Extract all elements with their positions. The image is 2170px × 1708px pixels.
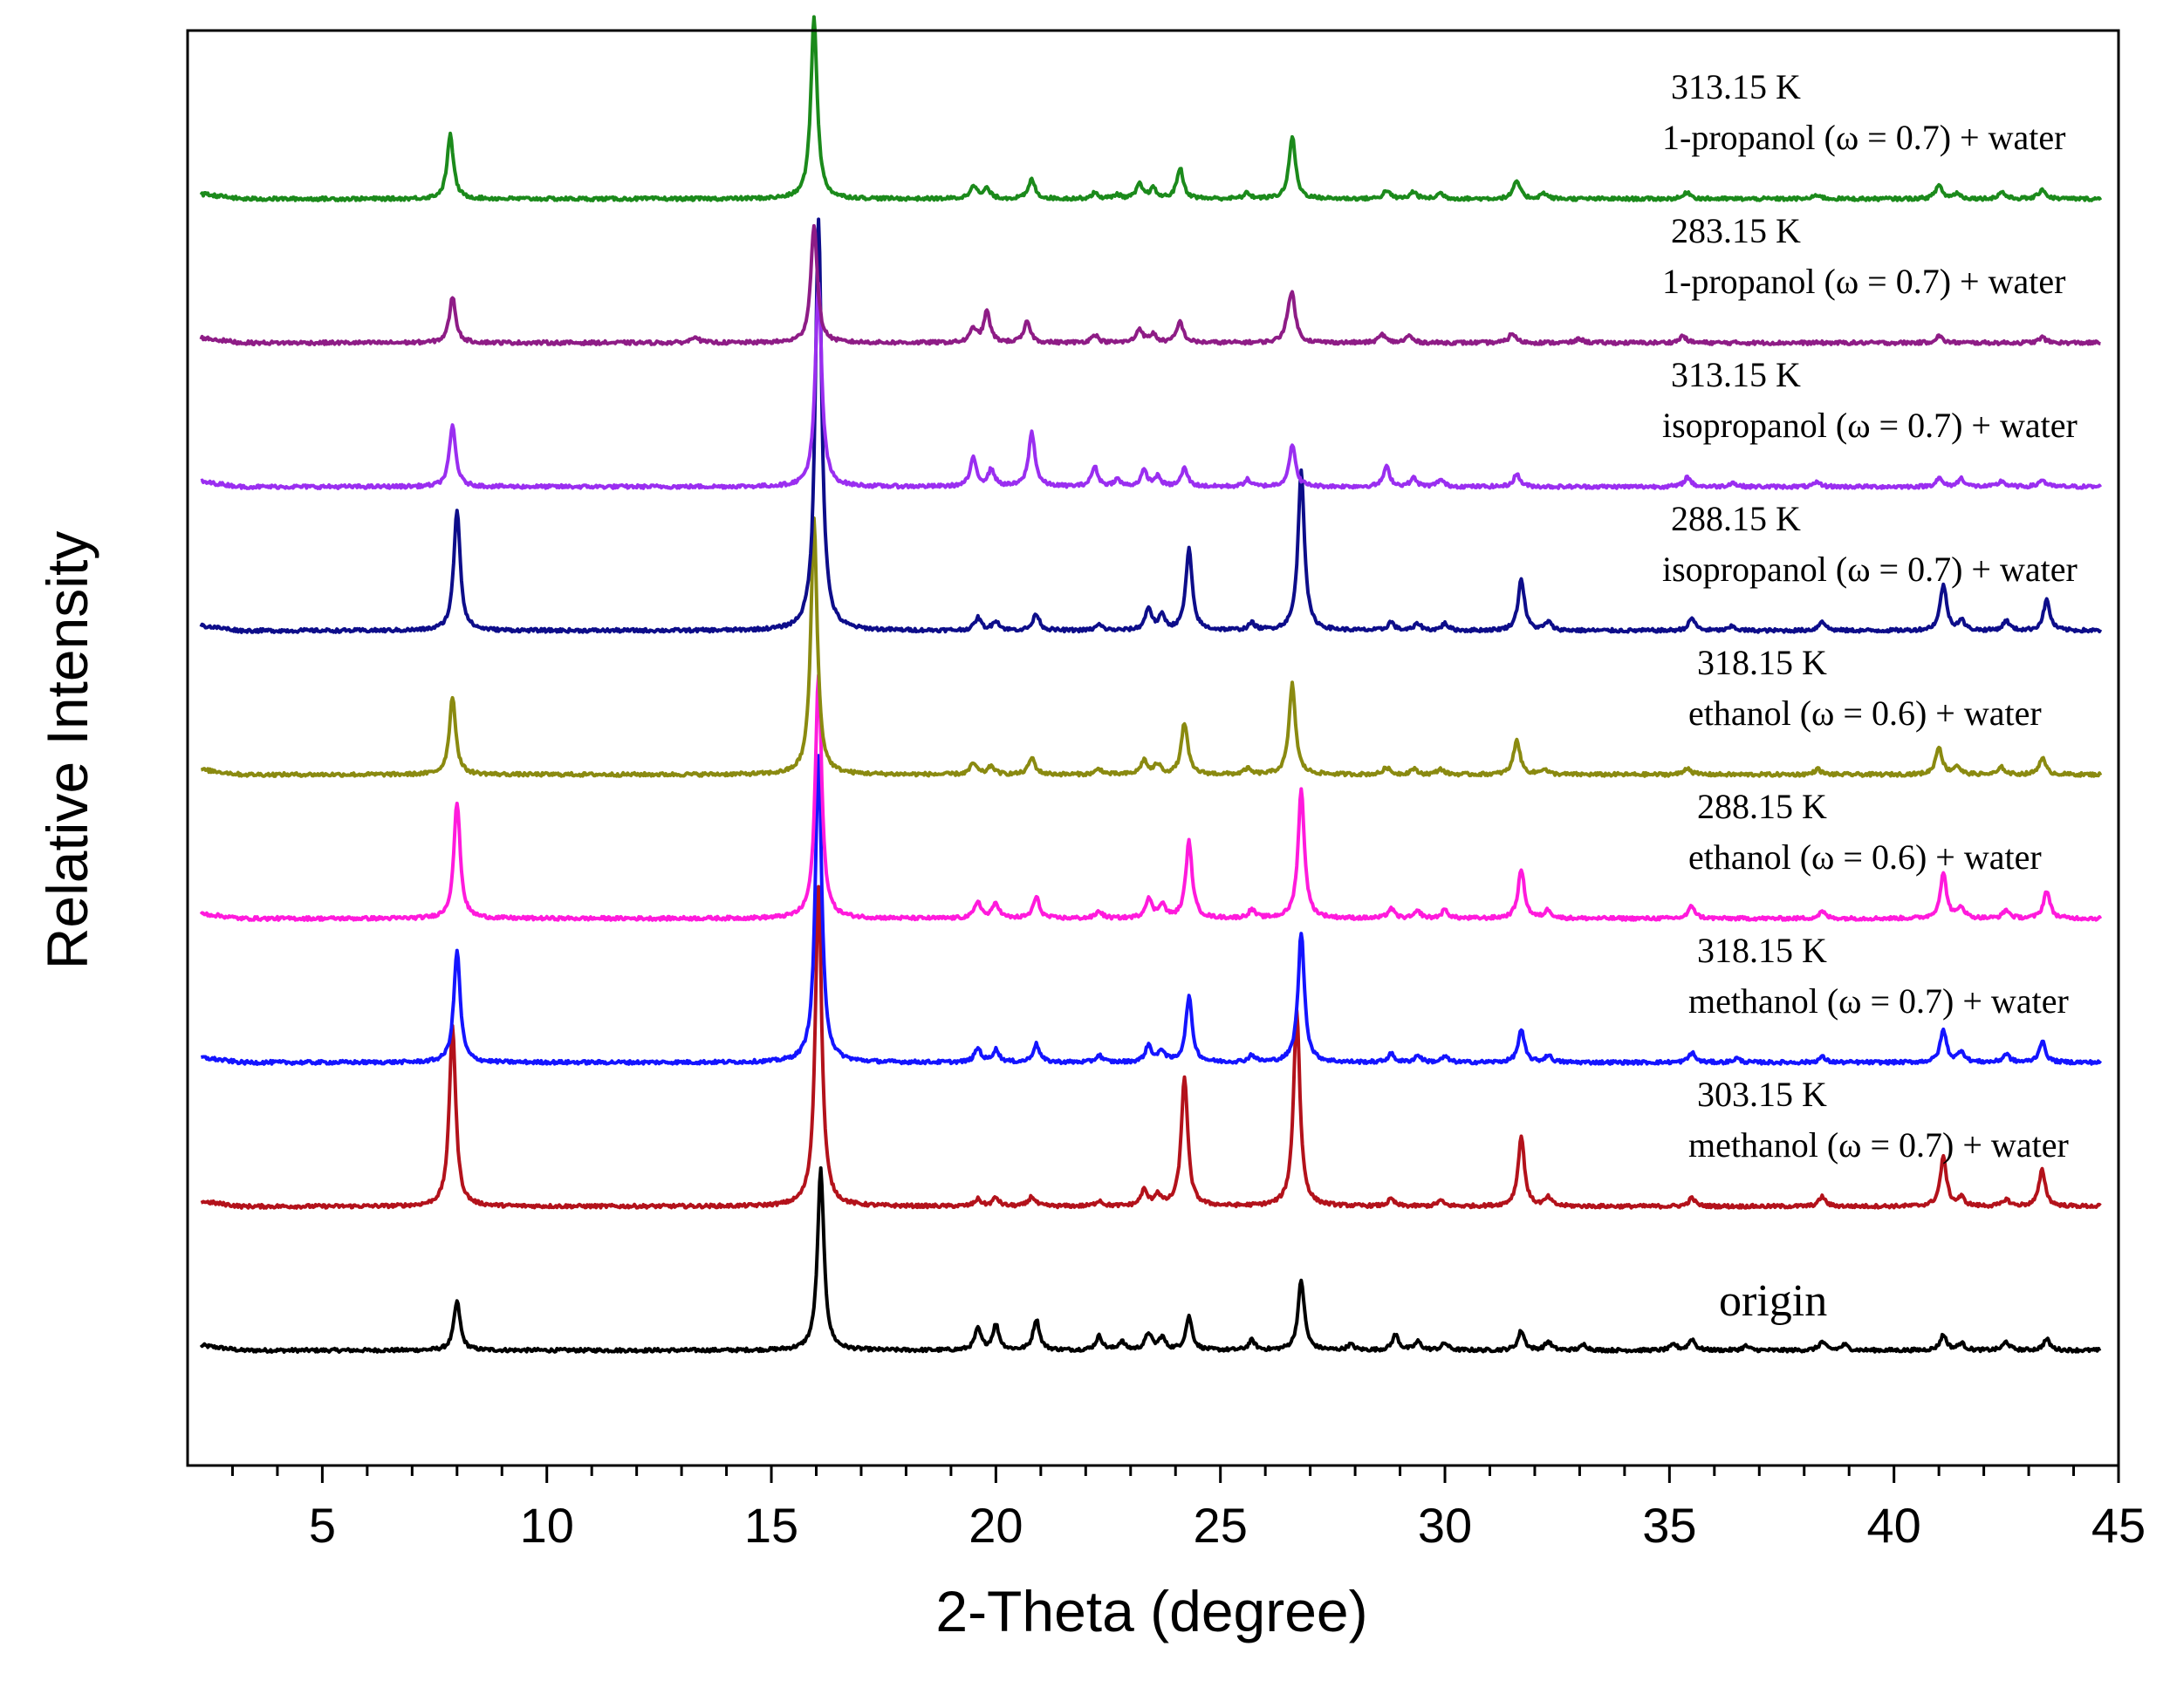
x-axis-ticks <box>230 1465 2120 1483</box>
x-axis-tick-labels: 5 10 15 20 25 30 35 40 45 <box>309 1498 2146 1553</box>
series-label: 1-propanol (ω = 0.7) + water <box>1662 118 2065 157</box>
series-line <box>200 281 2103 490</box>
series-label: 303.15 K <box>1697 1075 1827 1114</box>
series-line <box>199 15 2103 202</box>
series-label: 1-propanol (ω = 0.7) + water <box>1662 262 2065 301</box>
x-tick-label: 5 <box>309 1498 336 1553</box>
series-label: origin <box>1719 1276 1827 1326</box>
series-line <box>200 754 2103 1066</box>
x-tick-label: 25 <box>1194 1498 1248 1553</box>
series-label: ethanol (ω = 0.6) + water <box>1688 837 2042 877</box>
series-label: 288.15 K <box>1671 499 1801 538</box>
x-tick-label: 40 <box>1867 1498 1921 1553</box>
series-label: methanol (ω = 0.7) + water <box>1688 1125 2069 1165</box>
series-line <box>199 223 2102 346</box>
series-label: methanol (ω = 0.7) + water <box>1688 981 2069 1021</box>
series-label: isopropanol (ω = 0.7) + water <box>1662 550 2078 589</box>
series-labels-group: origin 303.15 K methanol (ω = 0.7) + water… <box>1662 67 2078 1326</box>
x-tick-label: 10 <box>520 1498 574 1553</box>
series-label: 313.15 K <box>1671 67 1801 106</box>
series-label: 288.15 K <box>1697 787 1827 826</box>
series-line <box>199 673 2103 922</box>
series-label: 318.15 K <box>1697 643 1827 682</box>
series-label: ethanol (ω = 0.6) + water <box>1688 693 2042 733</box>
y-axis-title: Relative Intensity <box>35 531 99 970</box>
series-label: 313.15 K <box>1671 355 1801 394</box>
x-tick-label: 15 <box>744 1498 798 1553</box>
x-axis-title: 2-Theta (degree) <box>935 1579 1367 1643</box>
x-tick-label: 35 <box>1642 1498 1696 1553</box>
traces-group <box>199 15 2103 1354</box>
series-line <box>200 516 2103 778</box>
x-tick-label: 45 <box>2091 1498 2146 1553</box>
series-label: 318.15 K <box>1697 931 1827 970</box>
series-line <box>200 885 2102 1210</box>
series-line <box>199 1166 2102 1354</box>
x-tick-label: 20 <box>969 1498 1023 1553</box>
series-label: 283.15 K <box>1671 211 1801 250</box>
series-line <box>199 217 2103 634</box>
series-label: isopropanol (ω = 0.7) + water <box>1662 406 2078 445</box>
plot-frame <box>186 29 2120 1467</box>
x-tick-label: 30 <box>1418 1498 1472 1553</box>
